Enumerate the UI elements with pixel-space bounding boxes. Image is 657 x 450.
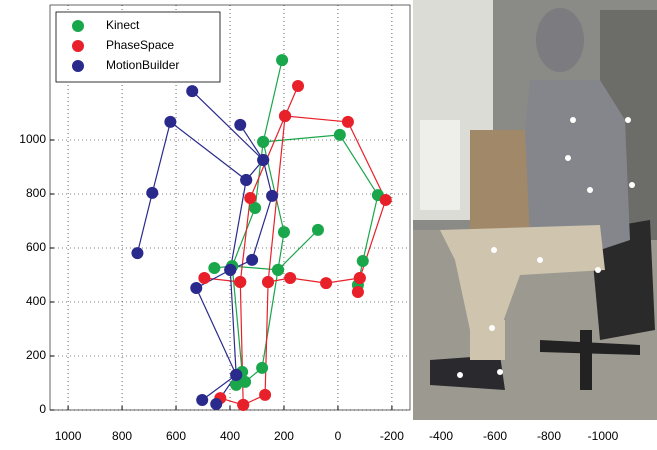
- joint-marker: [276, 54, 289, 67]
- joint-marker: [244, 192, 257, 205]
- joint-marker: [190, 281, 203, 294]
- joint-marker: [333, 128, 346, 141]
- joint-marker: [257, 153, 270, 166]
- x-tick-label: -600: [483, 429, 507, 443]
- y-tick-label: 0: [39, 402, 46, 416]
- joint-marker: [341, 115, 354, 128]
- joint-marker: [249, 202, 262, 215]
- x-tick-label: 800: [112, 429, 132, 443]
- joint-marker: [262, 276, 275, 289]
- joint-marker: [240, 173, 253, 186]
- photo: [413, 0, 657, 420]
- joint-marker: [239, 375, 252, 388]
- joint-marker: [256, 361, 269, 374]
- x-tick-label: 0: [335, 429, 342, 443]
- joint-marker: [277, 226, 290, 239]
- joint-marker: [272, 263, 285, 276]
- x-tick-label: 400: [220, 429, 240, 443]
- x-tick-label: -1000: [588, 429, 619, 443]
- joint-marker: [208, 261, 221, 274]
- joint-marker: [259, 388, 272, 401]
- joint-marker: [186, 85, 199, 98]
- joint-marker: [131, 247, 144, 260]
- joint-marker: [292, 80, 305, 92]
- y-tick-label: 200: [26, 348, 46, 362]
- joint-marker: [379, 193, 392, 206]
- x-tick-label: -800: [537, 429, 561, 443]
- joint-marker: [234, 276, 247, 289]
- joint-marker: [353, 271, 366, 284]
- joint-marker: [311, 223, 324, 236]
- joint-marker: [351, 286, 364, 299]
- joint-marker: [246, 253, 259, 266]
- joint-marker: [320, 277, 333, 290]
- joint-marker: [196, 394, 209, 407]
- joint-marker: [198, 271, 211, 284]
- legend-marker: [72, 20, 84, 32]
- legend-marker: [72, 60, 84, 72]
- y-tick-label: 400: [26, 294, 46, 308]
- legend-marker: [72, 40, 84, 52]
- joint-marker: [146, 186, 159, 199]
- y-tick-label: 800: [26, 186, 46, 200]
- joint-marker: [257, 135, 270, 148]
- x-tick-label: 200: [274, 429, 294, 443]
- x-tick-label: 1000: [55, 429, 82, 443]
- skeleton-line: [214, 59, 379, 386]
- y-tick-label: 1000: [19, 132, 46, 146]
- legend: Kinect PhaseSpace MotionBuilder: [55, 11, 221, 83]
- legend-label: Kinect: [106, 18, 140, 32]
- joint-marker: [279, 109, 292, 122]
- x-tick-label: 600: [166, 429, 186, 443]
- joint-marker: [210, 398, 223, 411]
- y-tick-label: 600: [26, 240, 46, 254]
- joint-marker: [234, 118, 247, 131]
- joint-marker: [266, 189, 279, 202]
- joint-marker: [230, 368, 243, 381]
- joint-marker: [284, 271, 297, 284]
- joint-marker: [356, 254, 369, 267]
- joint-marker: [224, 263, 237, 276]
- joint-marker: [164, 115, 177, 128]
- joint-marker: [237, 398, 250, 411]
- legend-label: MotionBuilder: [106, 58, 179, 72]
- x-tick-label: -200: [380, 429, 404, 443]
- x-tick-label: -400: [429, 429, 453, 443]
- legend-label: PhaseSpace: [106, 38, 174, 52]
